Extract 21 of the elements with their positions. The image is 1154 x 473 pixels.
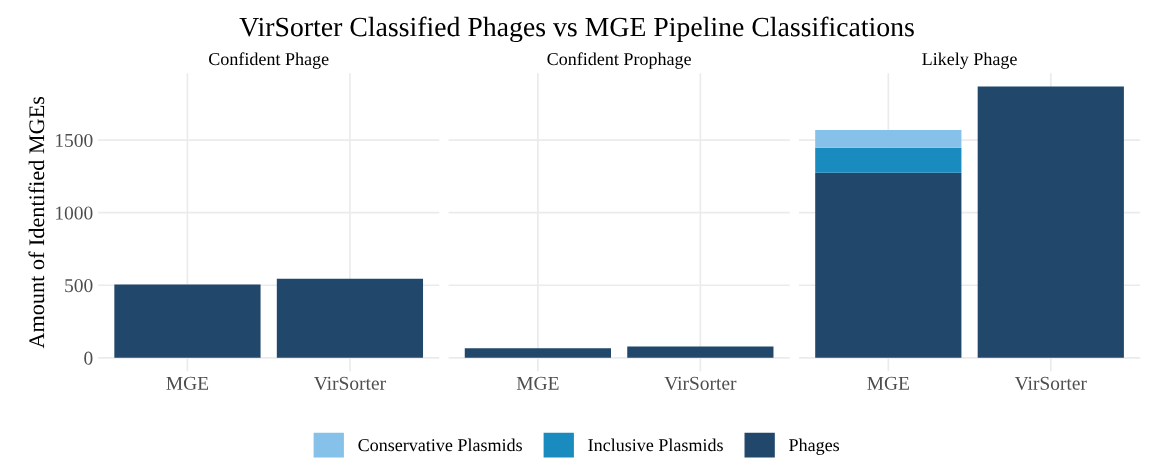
y-axis-title: Amount of Identified MGEs [28,96,45,349]
y-tick-label: 1500 [56,133,93,148]
x-tick-label: MGE [516,376,559,390]
legend-label: Inclusive Plasmids [588,438,723,452]
bar [815,147,962,173]
legend-label: Conservative Plasmids [358,438,522,452]
chart-title: Likely Phage [922,52,1017,69]
y-tick-label: 500 [65,279,93,293]
x-tick-label: VirSorter [1014,376,1087,390]
bar [815,130,962,148]
x-tick-label: MGE [867,376,909,390]
y-tick-label: 1000 [56,206,93,220]
y-tick-label: 0 [84,351,93,365]
x-tick-label: VirSorter [314,376,386,390]
chart-title: Confident Phage [209,52,329,69]
chart-title: Confident Prophage [547,52,691,69]
x-tick-label: VirSorter [664,376,737,390]
bar [815,172,962,358]
text: VirSorter Classified Phages vs MGE Pipeline Classifications [239,16,914,43]
legend-label: Phages [789,438,840,455]
x-tick-label: MGE [166,376,209,390]
